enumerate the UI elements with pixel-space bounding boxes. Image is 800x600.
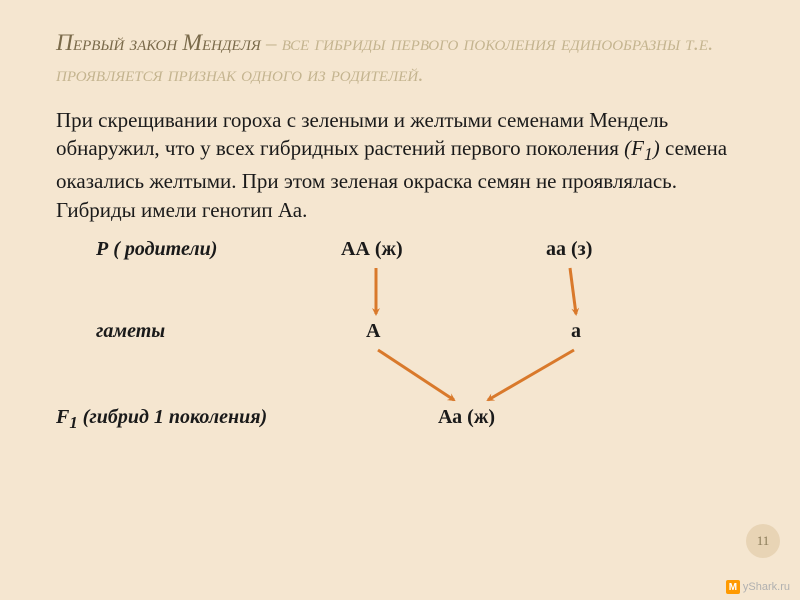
label-parents: Р ( родители)	[96, 238, 217, 261]
row-parents: Р ( родители) АА (ж) аа (з)	[96, 238, 784, 261]
title-main: Первый закон Менделя	[56, 31, 261, 55]
row-gametes: гаметы А а	[96, 320, 784, 343]
value-gamete-a-dom: А	[366, 320, 380, 343]
f1-symbol: (F1)	[624, 136, 660, 160]
value-f1-hybrid: Аа (ж)	[438, 406, 495, 429]
watermark: M yShark.ru	[726, 580, 790, 594]
page-number: 11	[757, 533, 770, 549]
label-gametes: гаметы	[96, 320, 165, 343]
value-parent-aa-yellow: АА (ж)	[341, 238, 403, 261]
slide-title: Первый закон Менделя – все гибриды перво…	[56, 28, 744, 88]
value-gamete-a-rec: а	[571, 320, 581, 343]
value-parent-aa-green: аа (з)	[546, 238, 592, 261]
row-f1-hybrid: F1 (гибрид 1 поколения) Аа (ж)	[56, 406, 744, 433]
page-number-badge: 11	[746, 524, 780, 558]
watermark-text: yShark.ru	[743, 581, 790, 593]
body-text-1: При скрещивании гороха с зелеными и желт…	[56, 108, 668, 160]
genetics-diagram: Р ( родители) АА (ж) аа (з) гаметы А а F…	[56, 238, 744, 458]
label-f1: F1 (гибрид 1 поколения)	[56, 406, 267, 433]
watermark-logo-icon: M	[726, 580, 740, 594]
slide: Первый закон Менделя – все гибриды перво…	[0, 0, 800, 600]
body-paragraph: При скрещивании гороха с зелеными и желт…	[56, 106, 744, 224]
